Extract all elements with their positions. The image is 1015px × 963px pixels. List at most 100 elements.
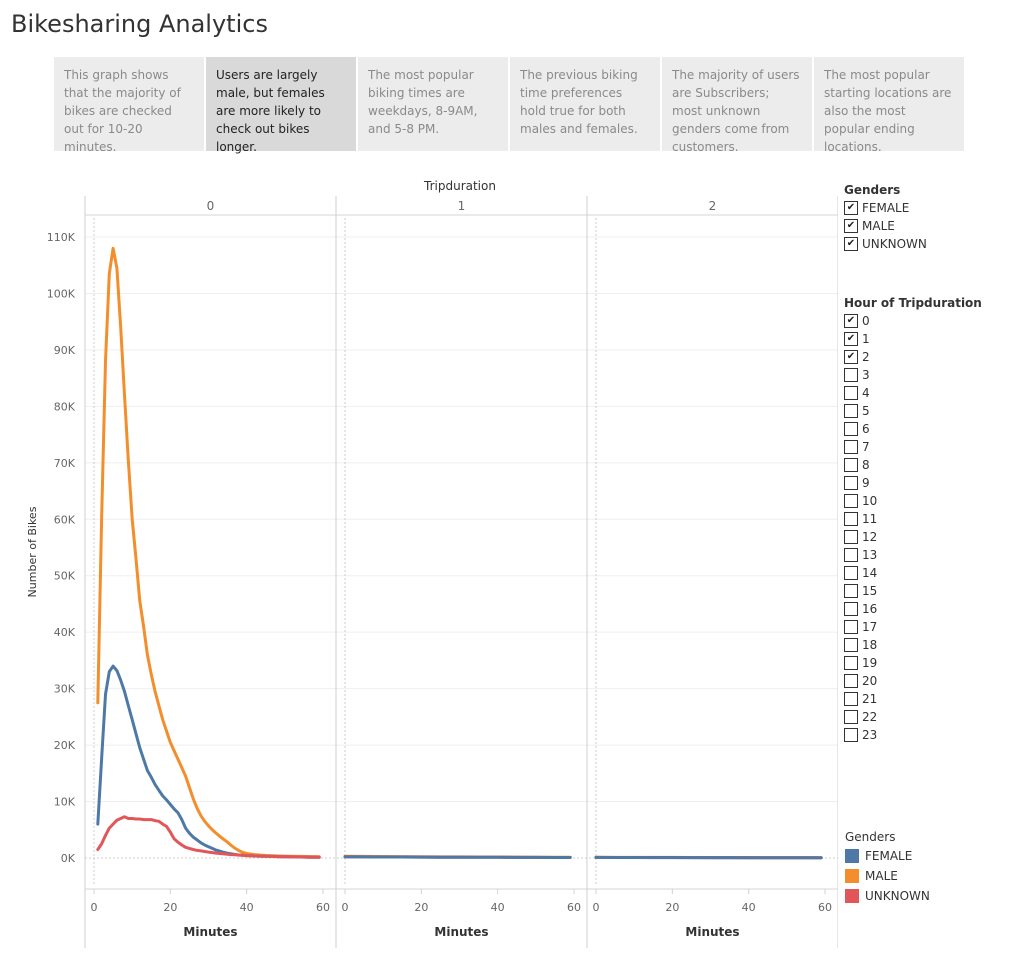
x-tick-label: 40 — [491, 901, 505, 914]
hour-filter-option[interactable]: 12 — [844, 528, 982, 546]
hour-filter-option[interactable]: 11 — [844, 510, 982, 528]
hour-filter-option-label: 22 — [862, 710, 878, 724]
hour-filter-checkbox[interactable]: ✔ — [844, 332, 858, 346]
hour-filter-option[interactable]: ✔ 0 — [844, 312, 982, 330]
story-point-3[interactable]: The most popular biking times are weekda… — [358, 57, 508, 151]
hour-filter-option[interactable]: ✔ 1 — [844, 330, 982, 348]
hour-filter-checkbox[interactable] — [844, 710, 858, 724]
x-tick-label: 40 — [742, 901, 756, 914]
hour-filter-option-label: 18 — [862, 638, 878, 652]
hour-filter-option-label: 17 — [862, 620, 878, 634]
hour-filter-option-label: 12 — [862, 530, 878, 544]
hour-filter-option-label: 6 — [862, 422, 870, 436]
hour-filter-option[interactable]: 22 — [844, 708, 982, 726]
hour-filter-checkbox[interactable] — [844, 728, 858, 742]
facet-title: Tripduration — [423, 179, 496, 193]
series-line-unknown — [96, 815, 321, 859]
hour-filter-option[interactable]: 16 — [844, 600, 982, 618]
series-line-female — [96, 664, 321, 859]
story-point-4[interactable]: The previous biking time preferences hol… — [510, 57, 660, 151]
x-tick-label: 0 — [342, 901, 349, 914]
gender-filter: Genders ✔ FEMALE ✔ MALE ✔ UNKNOWN — [844, 183, 927, 253]
hour-filter-option[interactable]: 7 — [844, 438, 982, 456]
hour-filter-checkbox[interactable] — [844, 422, 858, 436]
gender-filter-checkbox[interactable]: ✔ — [844, 219, 858, 233]
hour-filter-checkbox[interactable] — [844, 476, 858, 490]
y-tick-label: 50K — [54, 570, 76, 583]
x-tick-label: 20 — [665, 901, 679, 914]
gender-filter-option[interactable]: ✔ MALE — [844, 217, 927, 235]
hour-filter-checkbox[interactable]: ✔ — [844, 314, 858, 328]
story-point-1[interactable]: This graph shows that the majority of bi… — [54, 57, 204, 154]
hour-filter-checkbox[interactable] — [844, 404, 858, 418]
hour-filter-option-label: 14 — [862, 566, 878, 580]
y-tick-label: 90K — [54, 344, 76, 357]
color-legend-item[interactable]: MALE — [845, 866, 930, 886]
hour-filter-checkbox[interactable] — [844, 656, 858, 670]
checkmark-icon: ✔ — [846, 220, 856, 231]
hour-filter-checkbox[interactable]: ✔ — [844, 350, 858, 364]
hour-filter-checkbox[interactable] — [844, 440, 858, 454]
hour-filter-option[interactable]: 13 — [844, 546, 982, 564]
hour-filter-checkbox[interactable] — [844, 458, 858, 472]
story-point-5[interactable]: The majority of users are Subscribers; m… — [662, 57, 812, 154]
hour-filter-checkbox[interactable] — [844, 584, 858, 598]
hour-filter-checkbox[interactable] — [844, 620, 858, 634]
hour-filter-option-label: 19 — [862, 656, 878, 670]
page-title: Bikesharing Analytics — [11, 10, 268, 38]
hour-filter-option-label: 9 — [862, 476, 870, 490]
hour-filter-option[interactable]: ✔ 2 — [844, 348, 982, 366]
hour-filter-option[interactable]: 23 — [844, 726, 982, 744]
y-tick-label: 80K — [54, 400, 76, 413]
hour-filter-option[interactable]: 9 — [844, 474, 982, 492]
hour-filter-option[interactable]: 17 — [844, 618, 982, 636]
hour-filter-checkbox[interactable] — [844, 674, 858, 688]
story-point-2[interactable]: Users are largely male, but females are … — [206, 57, 356, 154]
facet-label: 2 — [709, 199, 717, 213]
color-legend-item[interactable]: FEMALE — [845, 846, 930, 866]
color-swatch — [845, 869, 859, 883]
hour-filter-checkbox[interactable] — [844, 638, 858, 652]
x-tick-label: 20 — [163, 901, 177, 914]
x-axis-label: Minutes — [434, 925, 488, 939]
hour-filter-checkbox[interactable] — [844, 368, 858, 382]
hour-filter-checkbox[interactable] — [844, 530, 858, 544]
y-tick-label: 110K — [47, 231, 76, 244]
facet-label: 0 — [207, 199, 215, 213]
hour-filter-option[interactable]: 5 — [844, 402, 982, 420]
checkmark-icon: ✔ — [846, 351, 856, 362]
story-point-6[interactable]: The most popular starting locations are … — [814, 57, 964, 154]
hour-filter-checkbox[interactable] — [844, 602, 858, 616]
hour-filter-option-label: 23 — [862, 728, 878, 742]
y-tick-label: 20K — [54, 739, 76, 752]
color-legend-label: UNKNOWN — [865, 889, 930, 903]
color-legend-title: Genders — [845, 830, 896, 844]
hour-filter-checkbox[interactable] — [844, 494, 858, 508]
color-legend-item[interactable]: UNKNOWN — [845, 886, 930, 906]
gender-filter-option[interactable]: ✔ UNKNOWN — [844, 235, 927, 253]
series-line-female — [343, 855, 572, 859]
hour-filter-checkbox[interactable] — [844, 548, 858, 562]
color-legend-label: FEMALE — [865, 849, 913, 863]
hour-filter-option[interactable]: 21 — [844, 690, 982, 708]
hour-filter-option[interactable]: 15 — [844, 582, 982, 600]
gender-filter-checkbox[interactable]: ✔ — [844, 201, 858, 215]
hour-filter-checkbox[interactable] — [844, 566, 858, 580]
hour-filter-checkbox[interactable] — [844, 692, 858, 706]
gender-filter-option[interactable]: ✔ FEMALE — [844, 199, 927, 217]
hour-filter-checkbox[interactable] — [844, 512, 858, 526]
hour-filter-option[interactable]: 20 — [844, 672, 982, 690]
hour-filter-option[interactable]: 10 — [844, 492, 982, 510]
hour-filter-option[interactable]: 14 — [844, 564, 982, 582]
hour-filter-option[interactable]: 19 — [844, 654, 982, 672]
hour-filter-option[interactable]: 8 — [844, 456, 982, 474]
x-axis-label: Minutes — [685, 925, 739, 939]
hour-filter-option[interactable]: 3 — [844, 366, 982, 384]
hour-filter-option[interactable]: 18 — [844, 636, 982, 654]
color-legend-label: MALE — [865, 869, 898, 883]
hour-filter-option[interactable]: 4 — [844, 384, 982, 402]
hour-filter-option[interactable]: 6 — [844, 420, 982, 438]
hour-filter-checkbox[interactable] — [844, 386, 858, 400]
x-axis-label: Minutes — [183, 925, 237, 939]
gender-filter-checkbox[interactable]: ✔ — [844, 237, 858, 251]
